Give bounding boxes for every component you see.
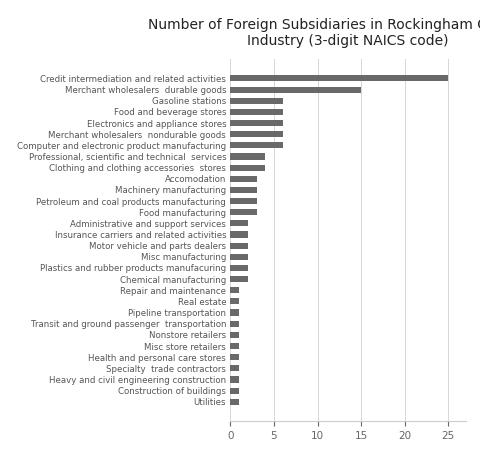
Bar [230,276,248,282]
Bar [230,365,239,371]
Bar [230,287,239,294]
Bar [230,131,283,137]
Bar [230,154,265,159]
Bar [230,332,239,338]
Bar [230,220,248,226]
Bar [230,209,256,215]
Bar [230,354,239,360]
Bar [230,265,248,271]
Bar [230,87,361,93]
Bar [230,109,283,115]
Bar [230,399,239,405]
Bar [230,176,256,182]
Bar [230,120,283,126]
Bar [230,387,239,394]
Bar [230,75,448,82]
Bar [230,98,283,104]
Bar [230,309,239,316]
Bar [230,198,256,204]
Bar [230,254,248,260]
Bar [230,299,239,304]
Bar [230,187,256,193]
Bar [230,243,248,249]
Bar [230,321,239,327]
Bar [230,164,265,171]
Bar [230,343,239,349]
Title: Number of Foreign Subsidiaries in Rockingham County by
Industry (3-digit NAICS c: Number of Foreign Subsidiaries in Rockin… [148,18,480,48]
Bar [230,376,239,382]
Bar [230,231,248,237]
Bar [230,142,283,149]
